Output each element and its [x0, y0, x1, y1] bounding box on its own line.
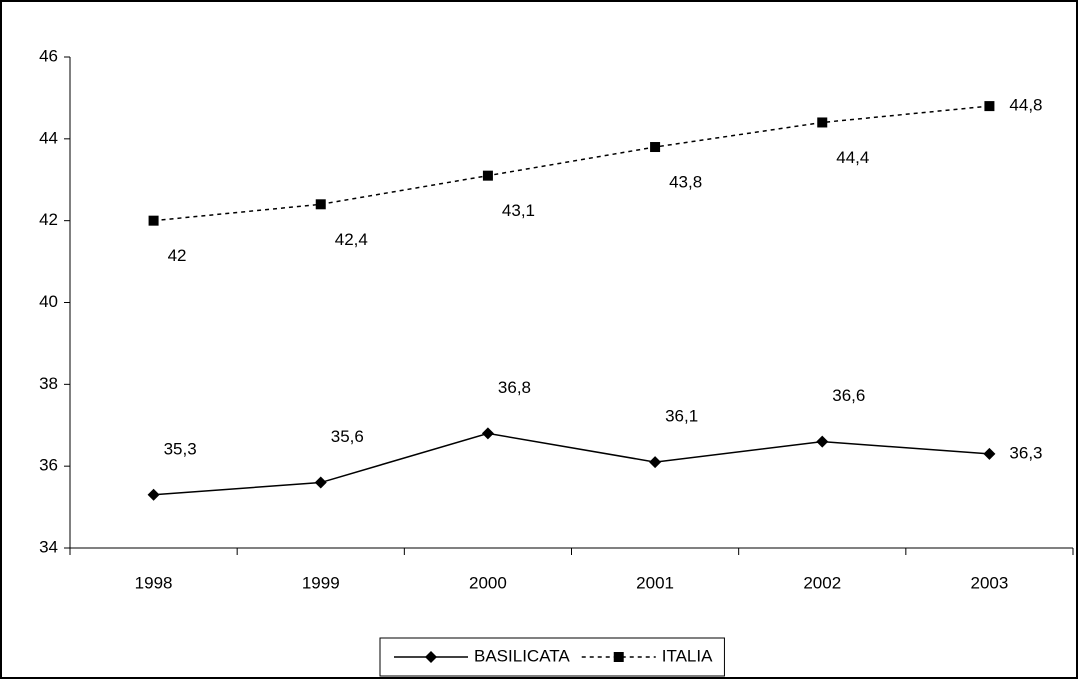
y-tick-label: 40 — [39, 292, 58, 311]
marker — [816, 435, 829, 448]
x-tick-label: 2003 — [971, 573, 1009, 592]
marker — [613, 652, 624, 662]
x-tick-label: 1998 — [135, 573, 173, 592]
y-tick-label: 42 — [39, 210, 58, 229]
data-label: 36,3 — [1009, 443, 1042, 462]
marker — [983, 447, 996, 460]
series-line — [153, 105, 990, 222]
marker — [314, 476, 327, 489]
y-tick-label: 46 — [39, 46, 58, 65]
x-tick-label: 2000 — [469, 573, 507, 592]
legend-label: BASILICATA — [474, 646, 570, 665]
x-tick-label: 1999 — [302, 573, 340, 592]
data-label: 42,4 — [335, 230, 368, 249]
marker — [425, 651, 437, 663]
x-tick-label: 2002 — [803, 573, 841, 592]
marker — [649, 456, 662, 469]
marker — [481, 427, 494, 440]
y-tick-label: 44 — [39, 128, 58, 147]
data-label: 36,8 — [498, 378, 531, 397]
data-label: 35,3 — [164, 439, 197, 458]
marker — [482, 170, 493, 181]
marker — [148, 215, 159, 226]
data-label: 36,6 — [832, 386, 865, 405]
marker — [984, 101, 995, 112]
x-tick-label: 2001 — [636, 573, 674, 592]
data-label: 43,8 — [669, 173, 702, 192]
marker — [650, 142, 661, 153]
y-tick-label: 34 — [39, 537, 58, 556]
marker — [147, 488, 160, 501]
data-label: 42 — [168, 246, 187, 265]
legend: BASILICATA ITALIA — [379, 637, 725, 677]
data-label: 44,4 — [836, 148, 869, 167]
data-label: 36,1 — [665, 407, 698, 426]
y-tick-label: 36 — [39, 456, 58, 475]
legend-label: ITALIA — [662, 646, 713, 665]
y-tick-label: 38 — [39, 374, 58, 393]
marker — [315, 199, 326, 210]
data-label: 44,8 — [1009, 96, 1042, 115]
data-label: 43,1 — [502, 201, 535, 220]
data-label: 35,6 — [331, 427, 364, 446]
series-line — [153, 432, 990, 496]
marker — [817, 117, 828, 128]
